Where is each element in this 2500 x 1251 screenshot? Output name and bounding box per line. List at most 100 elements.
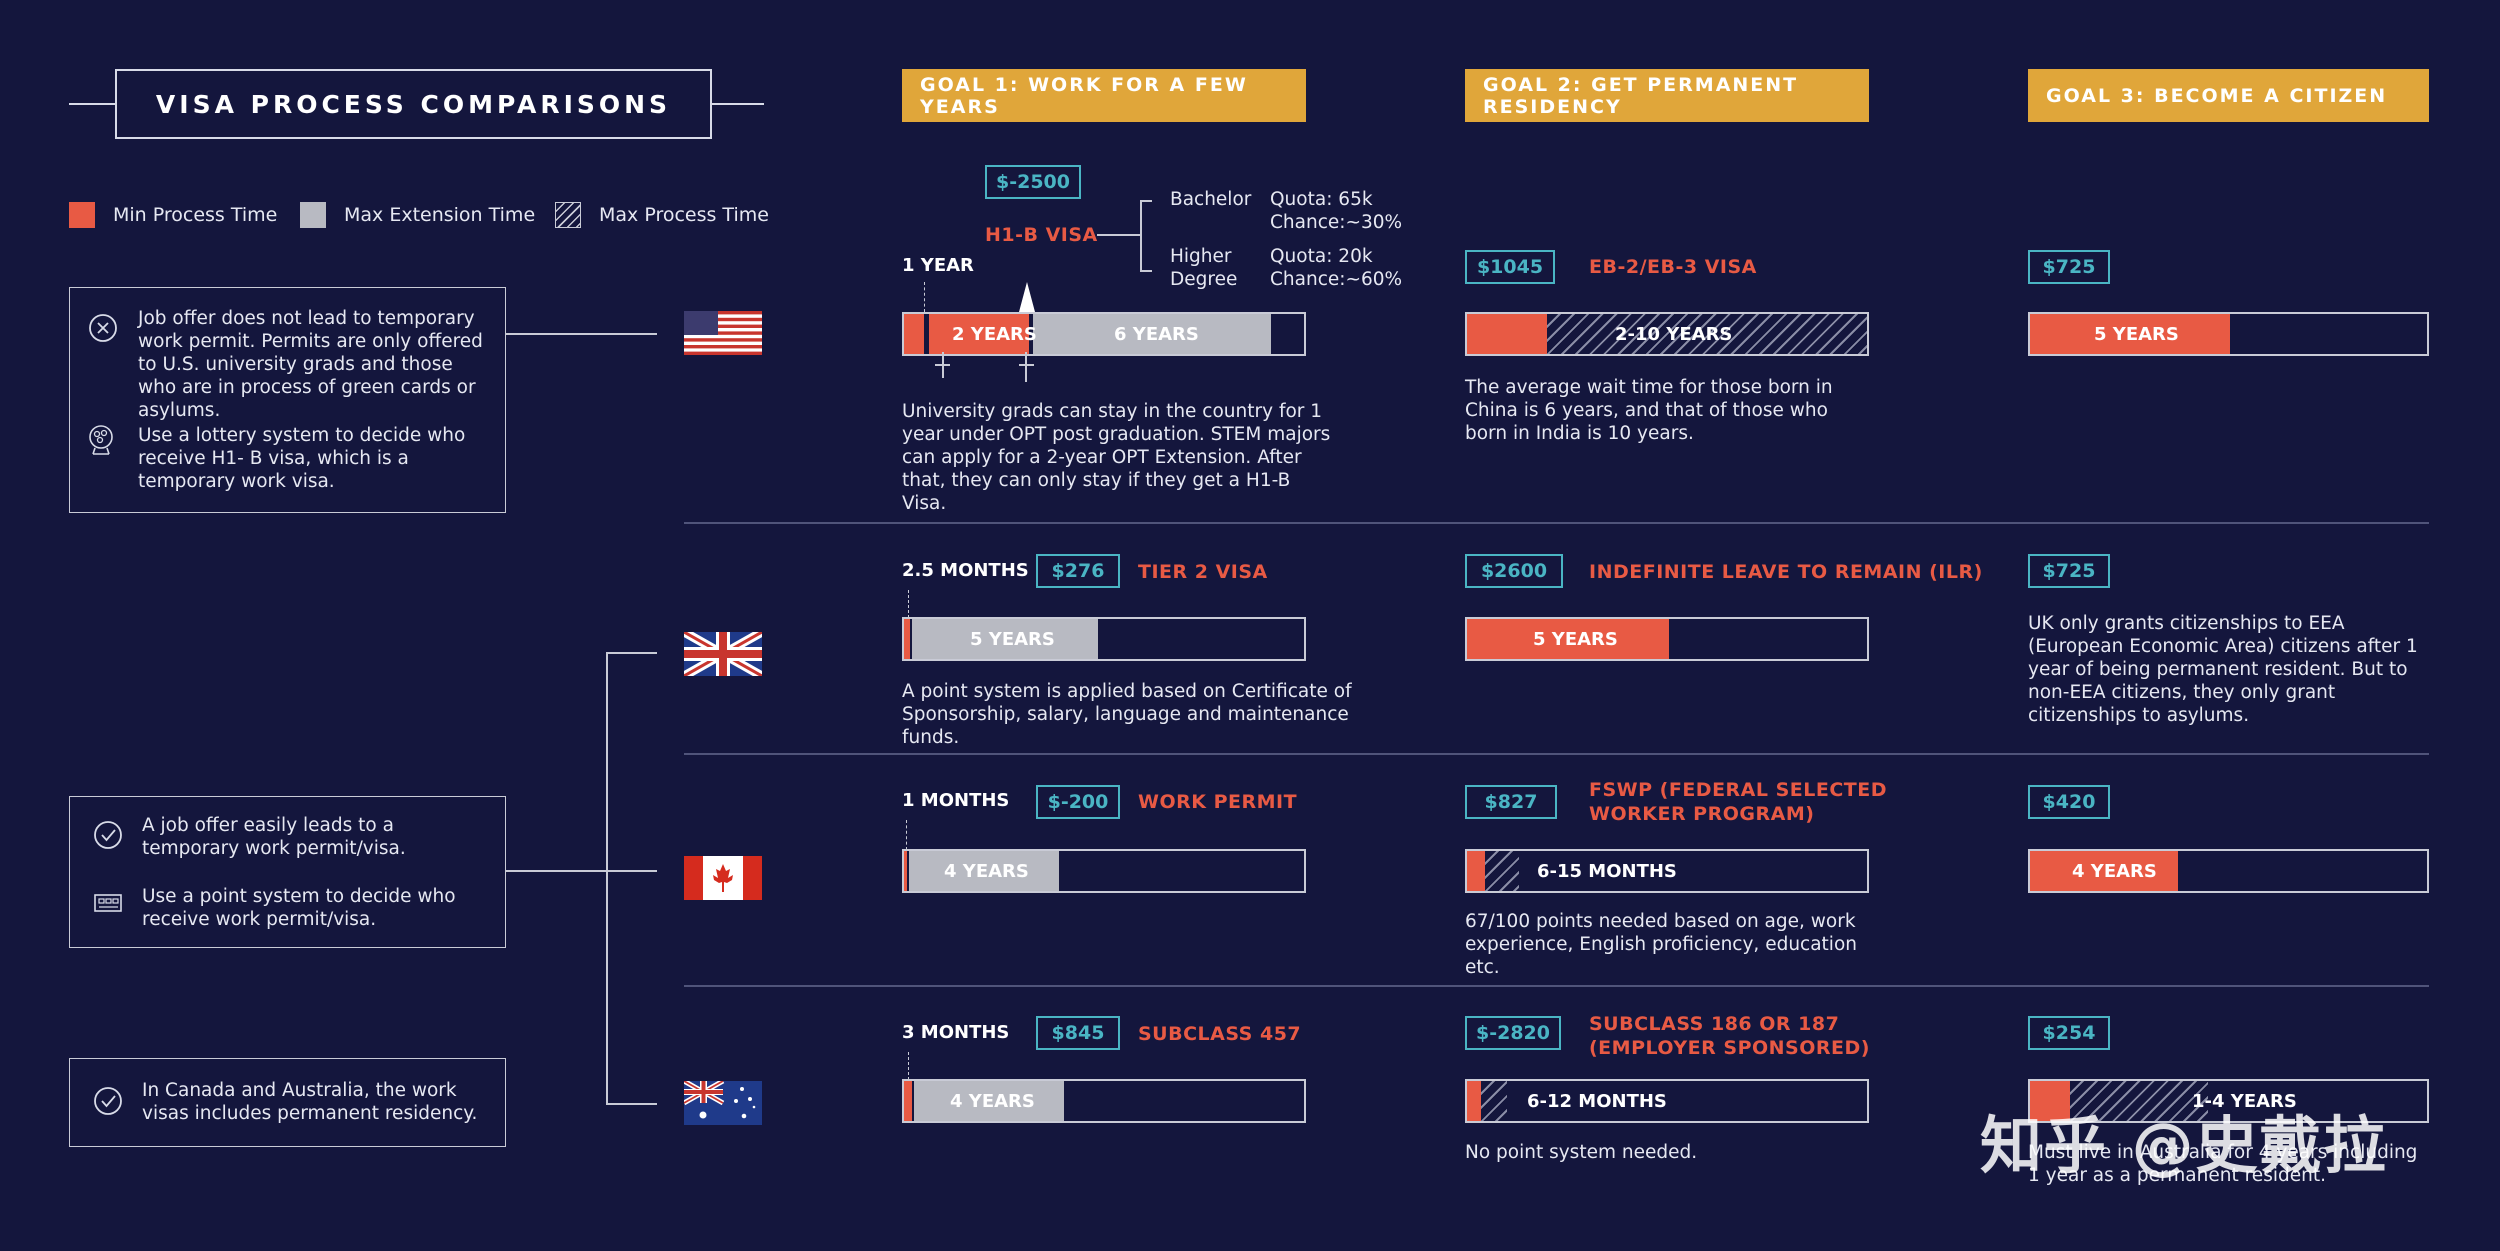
uk-pr-visa-name: INDEFINITE LEAVE TO REMAIN (ILR)	[1589, 561, 1983, 583]
h1b-bracket-stem	[1097, 234, 1140, 236]
au-pr-bar-label: 6-12 MONTHS	[1527, 1090, 1667, 1112]
uk-cit-price-tag: $725	[2028, 554, 2110, 588]
us-info-text-1: Job offer does not lead to temporary wor…	[138, 308, 483, 421]
uk-work-bar: 5 YEARS	[902, 617, 1306, 661]
legend-max: Max Process Time	[555, 202, 769, 228]
legend-max-swatch	[555, 202, 581, 228]
us-pr-bar-label: 2-10 YEARS	[1615, 323, 1733, 345]
au-cit-seg-min	[2030, 1081, 2070, 1121]
uk-work-seg-min	[904, 619, 910, 659]
us-pr-visa-name: EB-2/EB-3 VISA	[1589, 256, 1757, 278]
uk-price-tag: $276	[1036, 554, 1120, 588]
uk-work-bar-label: 5 YEARS	[970, 628, 1055, 650]
bracket-vertical	[606, 652, 608, 1104]
goal-3-header: GOAL 3: BECOME A CITIZEN	[2028, 69, 2429, 122]
us-cit-bar-label: 5 YEARS	[2094, 323, 2179, 345]
ca-min-marker	[906, 820, 907, 850]
au-pr-visa-name-1: SUBCLASS 186 OR 187	[1589, 1013, 1840, 1035]
us-tick-2-foot	[1019, 364, 1034, 366]
bracket-ca	[606, 870, 657, 872]
ca-cit-seg-min	[2030, 851, 2178, 891]
h1b-bracket-vertical	[1140, 200, 1142, 270]
h1b-visa-name: H1-B VISA	[985, 224, 1098, 246]
us-work-seg-gap	[924, 314, 929, 354]
uk-work-desc: A point system is applied based on Certi…	[902, 681, 1352, 748]
ca-pr-seg-max	[1485, 851, 1519, 891]
h1b-bracket-top	[1140, 200, 1152, 202]
us-min-time: 1 YEAR	[902, 255, 974, 276]
uk-ca-info-text-2: Use a point system to decide who receive…	[142, 886, 456, 930]
au-pr-visa-name-2: (EMPLOYER SPONSORED)	[1589, 1037, 1870, 1059]
us-tick-2	[1025, 352, 1027, 382]
us-work-bar: 2 YEARS 6 YEARS	[902, 312, 1306, 356]
canada-flag	[684, 856, 762, 900]
ca-min-time: 1 MONTHS	[902, 790, 1010, 811]
us-min-marker	[924, 282, 925, 312]
us-work-seg-min	[904, 314, 924, 354]
title-rule-left	[69, 103, 115, 105]
au-work-seg-ext	[914, 1081, 1064, 1121]
us-pr-price-tag: $1045	[1465, 250, 1555, 284]
legend-min: Min Process Time	[69, 202, 277, 228]
au-pr-desc: No point system needed.	[1465, 1142, 1698, 1163]
uk-ca-info-text-1: A job offer easily leads to a temporary …	[142, 815, 406, 859]
au-cit-bar-label: 1-4 YEARS	[2192, 1090, 2297, 1112]
legend-ext-label: Max Extension Time	[344, 204, 536, 226]
au-cit-price-tag: $254	[2028, 1016, 2110, 1050]
ca-work-bar: 4 YEARS	[902, 849, 1306, 893]
au-visa-name: SUBCLASS 457	[1138, 1023, 1302, 1045]
row-separator-2	[684, 753, 2429, 755]
bachelor-quota: Quota: 65k	[1270, 189, 1373, 210]
au-cit-desc: Must live in Australia for 4 years inclu…	[2028, 1142, 2418, 1186]
us-tick-1-foot	[935, 364, 950, 366]
ca-price-tag: $-200	[1036, 785, 1120, 819]
legend-ext: Max Extension Time	[300, 202, 535, 228]
us-pr-seg-max	[1547, 314, 1867, 354]
ca-cit-price-tag: $420	[2028, 785, 2110, 819]
mid-connector-h	[506, 870, 657, 872]
watermark: 知乎 @史戴拉	[1980, 1109, 2388, 1182]
au-cit-bar: 1-4 YEARS	[2028, 1079, 2429, 1123]
uk-min-marker	[908, 590, 909, 618]
uk-pr-bar: 5 YEARS	[1465, 617, 1869, 661]
au-pr-seg-min	[1467, 1081, 1481, 1121]
ca-au-info-text: In Canada and Australia, the work visas …	[142, 1080, 478, 1124]
au-cit-seg-max	[2070, 1081, 2208, 1121]
us-info-box: Job offer does not lead to temporary wor…	[69, 287, 506, 513]
au-price-tag: $845	[1036, 1016, 1120, 1050]
us-cit-bar: 5 YEARS	[2028, 312, 2429, 356]
us-work-desc: University grads can stay in the country…	[902, 401, 1331, 514]
ca-pr-bar: 6-15 MONTHS	[1465, 849, 1869, 893]
ca-visa-name: WORK PERMIT	[1138, 791, 1298, 813]
ca-work-bar-label: 4 YEARS	[944, 860, 1029, 882]
legend-min-swatch	[69, 202, 95, 228]
us-info-text-2: Use a lottery system to decide who recei…	[138, 425, 466, 492]
degree-label: Degree	[1170, 269, 1238, 290]
us-cit-price-tag: $725	[2028, 250, 2110, 284]
ca-pr-bar-label: 6-15 MONTHS	[1537, 860, 1677, 882]
ca-work-seg-min	[904, 851, 907, 891]
h1b-marker-icon	[1019, 282, 1035, 312]
us-work-seg-gap-2	[1029, 314, 1033, 354]
us-pr-desc: The average wait time for those born in …	[1465, 377, 1833, 444]
us-work-seg-h1b	[1033, 314, 1271, 354]
higher-label: Higher	[1170, 246, 1232, 267]
ca-pr-seg-min	[1467, 851, 1485, 891]
bachelor-chance: Chance:~30%	[1270, 212, 1403, 233]
us-pr-bar: 2-10 YEARS	[1465, 312, 1869, 356]
ca-pr-visa-name-2: WORKER PROGRAM)	[1589, 803, 1815, 825]
ca-pr-price-tag: $827	[1465, 785, 1557, 819]
au-pr-seg-max	[1481, 1081, 1507, 1121]
legend-max-label: Max Process Time	[599, 204, 769, 226]
page-title: VISA PROCESS COMPARISONS	[115, 69, 712, 139]
goal-2-header: GOAL 2: GET PERMANENT RESIDENCY	[1465, 69, 1869, 122]
h1b-bracket-bottom	[1140, 270, 1152, 272]
check-circle-icon	[94, 821, 122, 849]
bracket-uk	[606, 652, 657, 654]
ca-pr-desc: 67/100 points needed based on age, work …	[1465, 911, 1857, 978]
australia-flag	[684, 1081, 762, 1125]
us-pr-seg-min	[1467, 314, 1547, 354]
title-rule-right	[712, 103, 764, 105]
uk-pr-price-tag: $2600	[1465, 554, 1563, 588]
us-work-bar-label-2: 2 YEARS	[952, 323, 1037, 345]
